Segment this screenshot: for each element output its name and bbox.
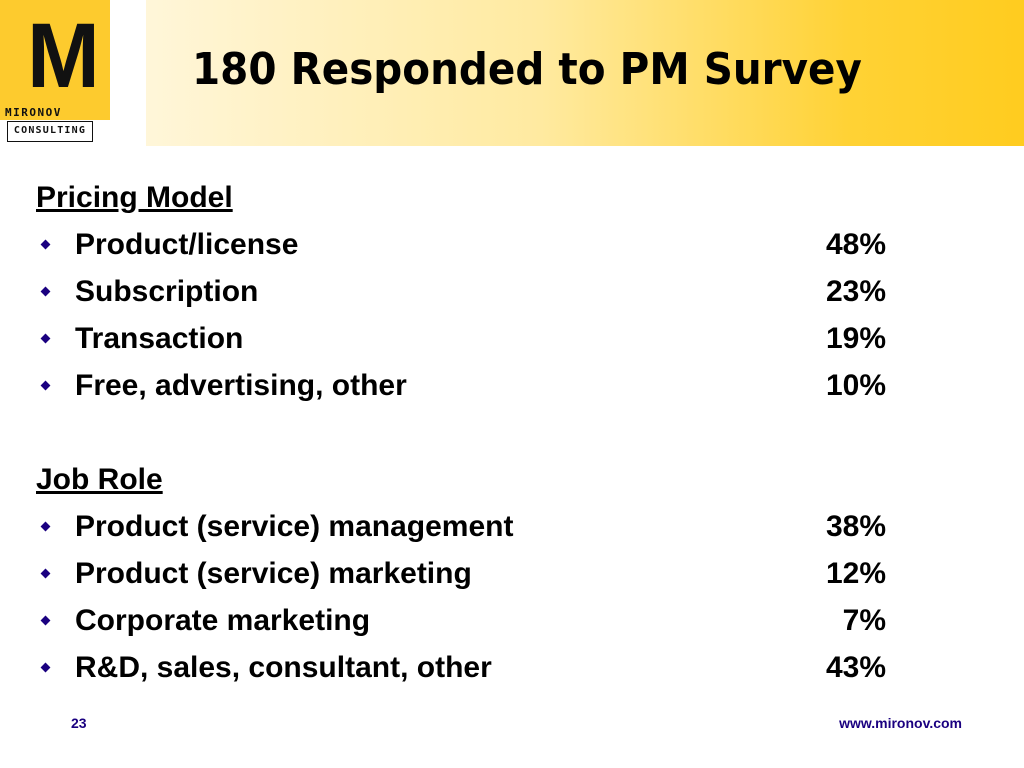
logo-text-mironov: MIRONOV — [5, 106, 62, 119]
item-value: 23% — [825, 275, 886, 308]
list-item: Product (service) marketing 12% — [36, 550, 896, 597]
section-heading: Job Role — [36, 463, 163, 496]
item-label: Subscription — [75, 275, 259, 308]
list-item: R&D, sales, consultant, other 43% — [36, 644, 896, 691]
item-label: Free, advertising, other — [75, 369, 407, 402]
section-heading: Pricing Model — [36, 181, 233, 214]
item-label: Product (service) marketing — [75, 557, 472, 590]
item-value: 38% — [825, 510, 886, 543]
item-value: 7% — [842, 604, 886, 637]
diamond-bullet-icon — [40, 662, 51, 673]
item-label: Transaction — [75, 322, 244, 355]
logo-letter: M — [27, 5, 100, 107]
item-label: Product (service) management — [75, 510, 514, 543]
item-label: Corporate marketing — [75, 604, 371, 637]
item-value: 10% — [825, 369, 886, 402]
diamond-bullet-icon — [40, 380, 51, 391]
item-label: Product/license — [75, 228, 299, 261]
diamond-bullet-icon — [40, 286, 51, 297]
logo-text-consulting: CONSULTING — [7, 121, 93, 142]
logo-yellow-block — [0, 0, 110, 120]
section-job-role: Job Role Product (service) management 38… — [36, 456, 896, 691]
list-item: Subscription 23% — [36, 268, 896, 315]
list-item: Transaction 19% — [36, 315, 896, 362]
mironov-logo: M MIRONOV CONSULTING — [0, 0, 146, 146]
list-item: Product (service) management 38% — [36, 503, 896, 550]
item-value: 48% — [825, 228, 886, 261]
survey-results: Pricing Model Product/license 48% Subscr… — [36, 174, 896, 691]
item-value: 12% — [825, 557, 886, 590]
footer-url: www.mironov.com — [839, 715, 962, 731]
diamond-bullet-icon — [40, 521, 51, 532]
diamond-bullet-icon — [40, 333, 51, 344]
diamond-bullet-icon — [40, 568, 51, 579]
item-value: 43% — [825, 651, 886, 684]
header-band — [146, 0, 1024, 146]
item-value: 19% — [825, 322, 886, 355]
list-item: Product/license 48% — [36, 221, 896, 268]
diamond-bullet-icon — [40, 239, 51, 250]
item-label: R&D, sales, consultant, other — [75, 651, 492, 684]
page-number: 23 — [71, 715, 87, 731]
section-pricing-model: Pricing Model Product/license 48% Subscr… — [36, 174, 896, 409]
slide-title: 180 Responded to PM Survey — [192, 44, 862, 95]
diamond-bullet-icon — [40, 615, 51, 626]
list-item: Corporate marketing 7% — [36, 597, 896, 644]
list-item: Free, advertising, other 10% — [36, 362, 896, 409]
